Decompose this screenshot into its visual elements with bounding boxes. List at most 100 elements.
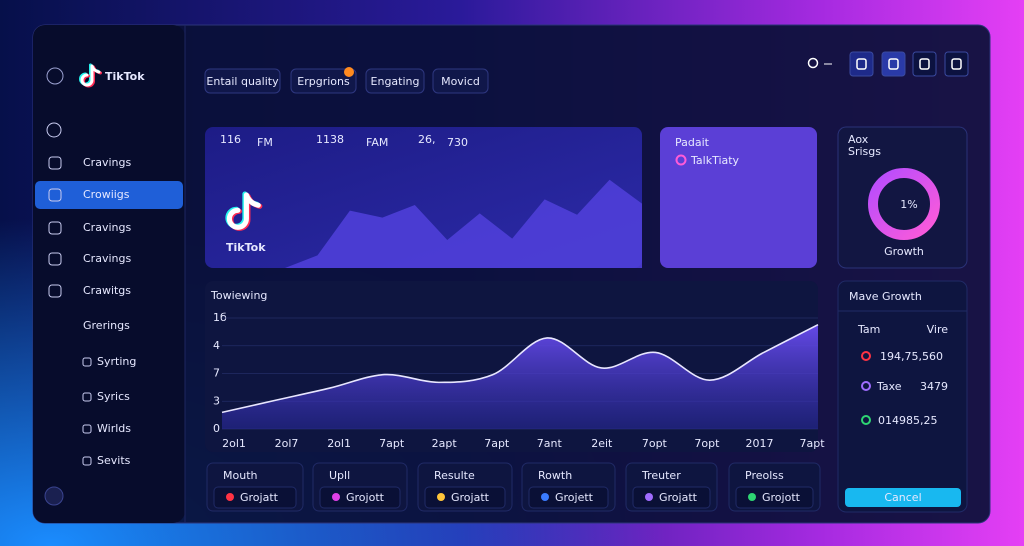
donut-label: 1% <box>900 198 917 211</box>
legend-pill <box>632 486 711 509</box>
tab-label: Erpgrions <box>297 75 350 88</box>
x-tick-label: 2eit <box>591 437 613 450</box>
sidebar-item[interactable]: Crowiigs <box>83 188 130 201</box>
social-glyph <box>888 58 899 70</box>
legend-title: Preolss <box>745 469 784 482</box>
sidebar-item[interactable]: Cravings <box>83 221 131 234</box>
donut-title: Aox <box>848 133 869 146</box>
sidebar-item[interactable]: Cravings <box>83 156 131 169</box>
legend-pill <box>319 486 401 509</box>
x-tick-label: 2017 <box>745 437 773 450</box>
tab-badge <box>344 67 354 77</box>
chart-line <box>221 323 819 414</box>
legend-title: Treuter <box>641 469 681 482</box>
y-tick-label: 7 <box>213 367 220 380</box>
social-glyph <box>856 58 867 70</box>
card-icon <box>675 154 687 166</box>
cancel-button-label: Cancel <box>884 491 921 504</box>
legend-item: Grojatt <box>240 491 279 504</box>
growth-row-text: 014985,25 <box>878 414 938 427</box>
growth-header: Tam <box>857 323 880 336</box>
card-title: Padait <box>675 136 710 149</box>
cancel-button[interactable] <box>845 488 961 507</box>
legend-dot <box>645 493 653 501</box>
legend-item: Grojatt <box>659 491 698 504</box>
social-glyph <box>919 58 930 70</box>
sidebar-item[interactable]: Syrics <box>97 390 130 403</box>
social-icon[interactable] <box>944 51 969 77</box>
tab-label: Engating <box>371 75 420 88</box>
y-tick-label: 1б <box>213 311 227 324</box>
hero-logo-text: TikTok <box>226 241 266 254</box>
hero-stat-unit: FAM <box>366 136 388 149</box>
hero-stat-unit: FM <box>257 136 273 149</box>
x-tick-label: 7apt <box>484 437 510 450</box>
tab[interactable] <box>290 68 357 94</box>
sidebar-item[interactable]: Sevits <box>97 454 131 467</box>
y-tick-label: 0 <box>213 422 220 435</box>
x-tick-label: 2ol1 <box>327 437 351 450</box>
sidebar <box>33 25 185 523</box>
growth-row-text: 194,75,560 <box>880 350 943 363</box>
tab-label: Movicd <box>441 75 480 88</box>
social-icon[interactable] <box>912 51 937 77</box>
donut-card <box>837 126 968 269</box>
tab[interactable] <box>204 68 281 94</box>
sidebar-item[interactable]: Cravings <box>83 252 131 265</box>
growth-row-icon <box>861 415 871 425</box>
donut-title: Srisgs <box>848 145 881 158</box>
legend-item: Grojett <box>555 491 594 504</box>
social-icon[interactable] <box>849 51 874 77</box>
x-tick-label: 7opt <box>694 437 720 450</box>
growth-header: Vire <box>927 323 949 336</box>
x-tick-label: 2apt <box>432 437 458 450</box>
hero-stat-unit: 730 <box>447 136 468 149</box>
sidebar-item-icon <box>48 252 62 266</box>
x-tick-label: 2ol7 <box>275 437 299 450</box>
legend-dot <box>332 493 340 501</box>
hero-stat: 26, <box>418 133 436 146</box>
y-tick-label: 3 <box>213 394 220 407</box>
x-tick-label: 7opt <box>642 437 668 450</box>
social-icon[interactable] <box>881 51 906 77</box>
legend-dot <box>226 493 234 501</box>
legend-item: Grojott <box>346 491 385 504</box>
legend-dot <box>541 493 549 501</box>
logo <box>226 192 261 230</box>
x-tick-label: 7apt <box>379 437 405 450</box>
sidebar-item[interactable]: Grerings <box>83 319 130 332</box>
tab[interactable] <box>365 68 425 94</box>
tab-label: Entail quality <box>206 75 279 88</box>
sidebar-item-icon <box>48 188 62 202</box>
logo <box>80 64 101 87</box>
search-icon[interactable] <box>807 57 819 69</box>
hero-area <box>285 179 642 268</box>
sidebar-item[interactable]: Syrting <box>97 355 136 368</box>
sidebar-item-icon <box>82 357 92 367</box>
legend-dot <box>748 493 756 501</box>
chart-title: Towiewing <box>210 289 267 302</box>
legend-title: Resulte <box>434 469 475 482</box>
feature-card <box>660 127 817 268</box>
legend-item: Grojott <box>762 491 801 504</box>
hero-stat: 116 <box>220 133 241 146</box>
donut-ring <box>868 168 940 240</box>
brand-icon <box>46 67 64 85</box>
sidebar-item[interactable]: Wirlds <box>97 422 131 435</box>
hero-stat: 1138 <box>316 133 344 146</box>
sidebar-item-icon <box>48 221 62 235</box>
chart-area <box>222 324 818 429</box>
growth-row-value: 3479 <box>920 380 948 393</box>
growth-row-text: Taxe <box>876 380 902 393</box>
tab[interactable] <box>432 68 489 94</box>
sidebar-item-icon <box>82 392 92 402</box>
sidebar-item-icon <box>82 424 92 434</box>
growth-row-icon <box>861 381 871 391</box>
sidebar-item[interactable]: Crawitgs <box>83 284 131 297</box>
legend-dot <box>437 493 445 501</box>
legend-pill <box>735 486 814 509</box>
growth-title: Mave Growth <box>849 290 922 303</box>
sidebar-item-icon <box>48 156 62 170</box>
legend-title: Rowth <box>538 469 572 482</box>
